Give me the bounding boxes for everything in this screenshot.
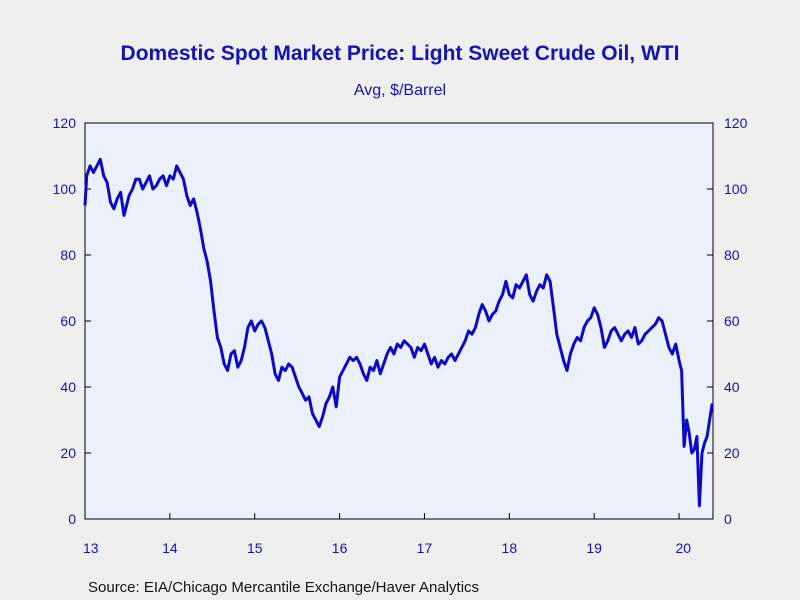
x-axis: 13 14 15 16 17 18 19 20 <box>83 513 691 556</box>
y-tick-label-left: 20 <box>60 445 76 461</box>
y-tick-label-right: 100 <box>724 181 748 197</box>
chart-title: Domestic Spot Market Price: Light Sweet … <box>121 42 680 65</box>
x-tick-label: 20 <box>675 540 691 556</box>
y-tick-label-left: 100 <box>53 181 77 197</box>
y-axis-right: 0 20 40 60 80 100 120 <box>707 115 748 527</box>
x-tick-label: 14 <box>162 540 178 556</box>
source-note: Source: EIA/Chicago Mercantile Exchange/… <box>88 579 479 596</box>
y-tick-label-right: 80 <box>724 247 740 263</box>
x-tick-label: 19 <box>586 540 602 556</box>
x-tick-label: 18 <box>502 540 518 556</box>
y-tick-label-left: 60 <box>60 313 76 329</box>
series-line <box>83 157 714 508</box>
y-tick-label-left: 0 <box>68 511 76 527</box>
y-tick-label-right: 120 <box>724 115 748 131</box>
x-tick-label: 17 <box>417 540 433 556</box>
y-tick-label-right: 40 <box>724 379 740 395</box>
y-axis-left: 0 20 40 60 80 100 120 <box>53 115 91 527</box>
x-tick-label: 13 <box>83 540 99 556</box>
y-tick-label-right: 20 <box>724 445 740 461</box>
x-tick-label: 16 <box>332 540 348 556</box>
y-tick-label-right: 60 <box>724 313 740 329</box>
plot-area <box>84 122 714 520</box>
y-tick-label-left: 80 <box>60 247 76 263</box>
y-tick-label-right: 0 <box>724 511 732 527</box>
y-tick-label-left: 120 <box>53 115 77 131</box>
x-tick-label: 15 <box>247 540 263 556</box>
chart-subtitle: Avg, $/Barrel <box>354 82 446 99</box>
y-tick-label-left: 40 <box>60 379 76 395</box>
